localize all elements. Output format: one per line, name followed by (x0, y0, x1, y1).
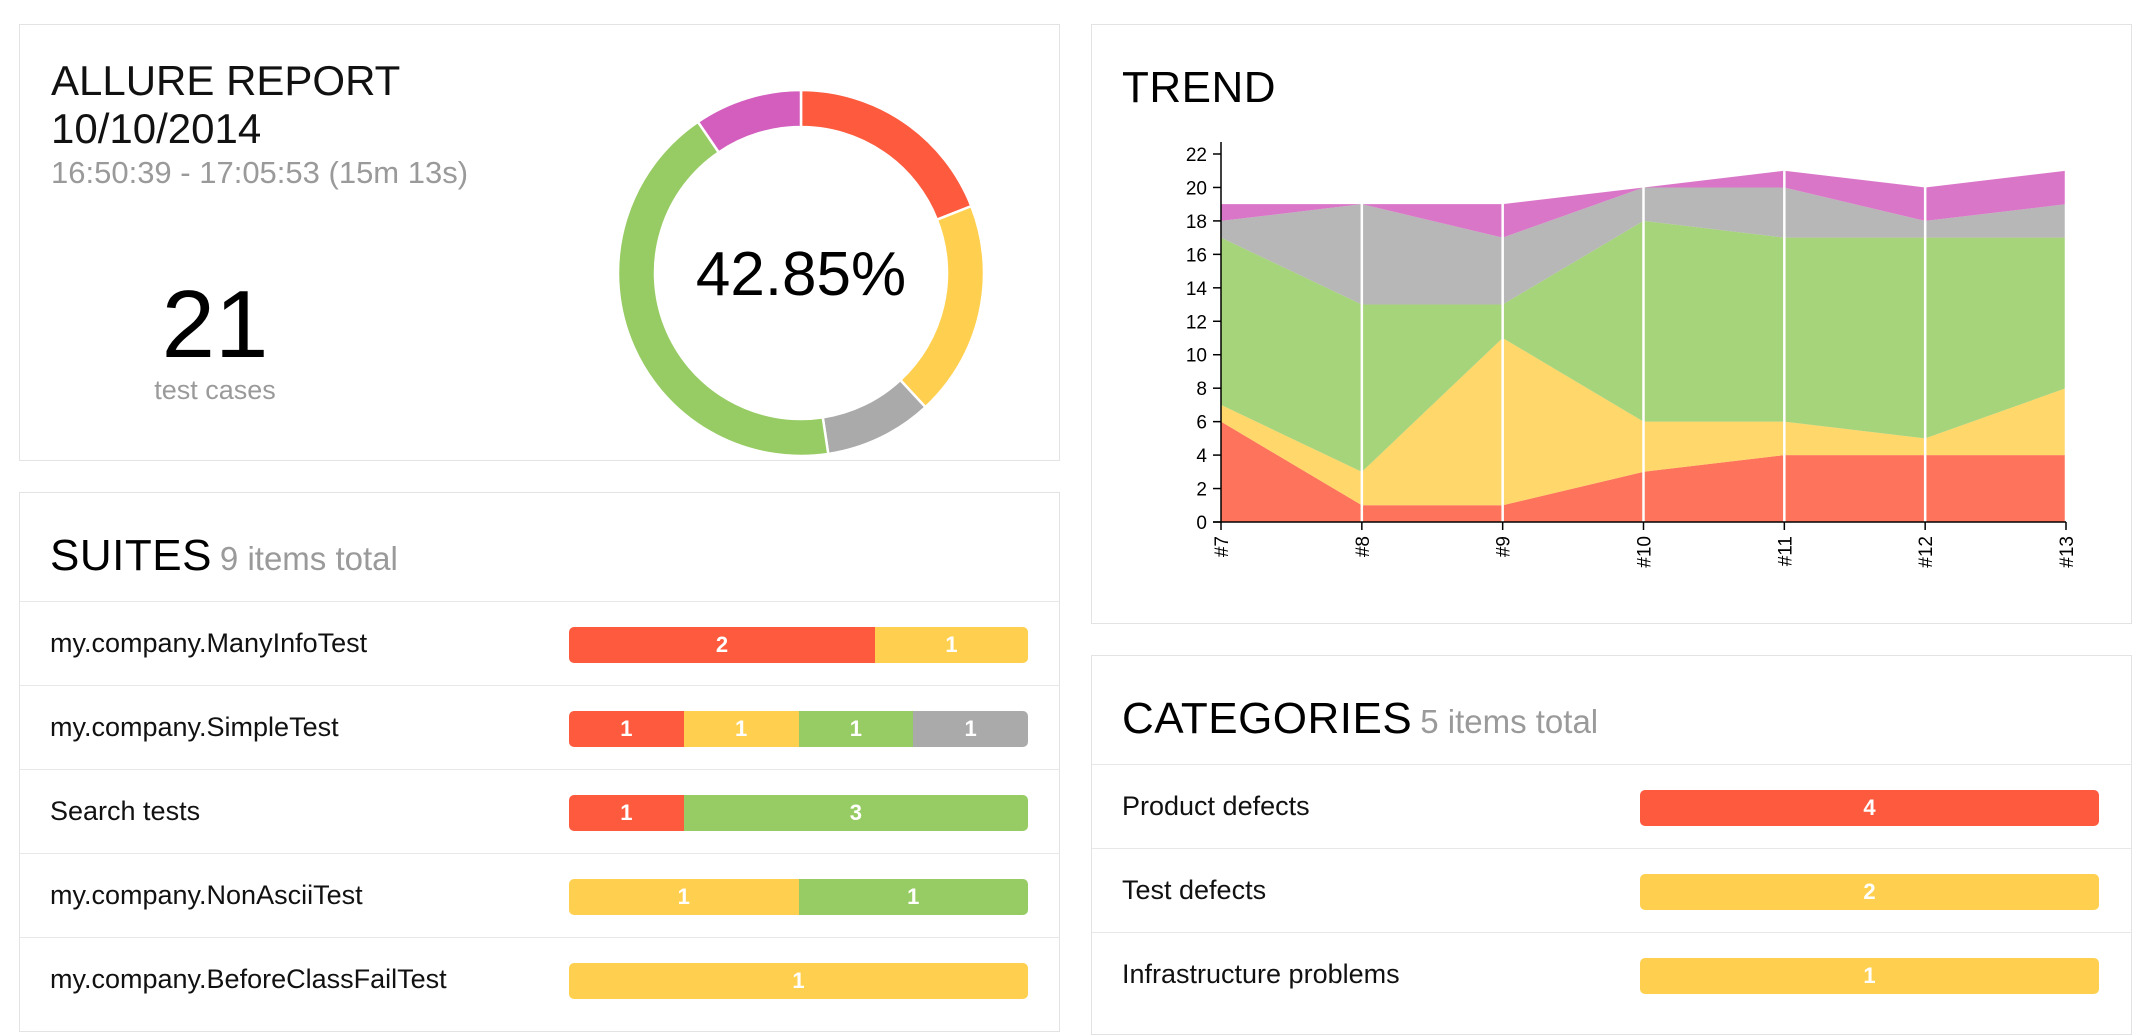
bar-segment-failed: 1 (569, 711, 684, 747)
trend-area-unknown[interactable] (1221, 170, 2066, 238)
trend-x-tick-label: #12 (1916, 536, 1937, 568)
trend-x-tick-label: #9 (1494, 536, 1515, 557)
trend-y-tick-label: 18 (1186, 212, 1207, 233)
bar-segment-failed: 1 (569, 795, 684, 831)
suites-header: SUITES 9 items total (50, 531, 398, 581)
category-status-bar: 4 (1640, 790, 2099, 826)
bar-segment-broken: 1 (569, 963, 1028, 999)
donut-slice-unknown[interactable] (696, 88, 803, 155)
trend-y-tick-label: 20 (1186, 178, 1207, 199)
trend-y-tick-label: 12 (1186, 312, 1207, 333)
suite-row[interactable]: Search tests 1 3 (20, 769, 1059, 853)
category-name: Test defects (1122, 875, 1267, 905)
suite-name: my.company.SimpleTest (50, 712, 339, 742)
bar-segment-passed: 3 (683, 795, 1028, 831)
trend-chart: 0 2 4 6 8 10 12 14 16 18 20 22 #7 #8 #9 #10 #11 #12 #13 (1186, 142, 2078, 568)
category-name: Product defects (1122, 791, 1310, 821)
trend-y-tick-label: 0 (1196, 513, 1207, 534)
suite-status-bar: 1 (569, 963, 1028, 999)
category-status-bar: 1 (1640, 958, 2099, 994)
trend-widget: TREND 0 2 4 6 8 10 12 14 16 18 20 22 #7 #8 #9 #10 #11 #12… (1091, 24, 2132, 624)
trend-x-tick-label: #7 (1212, 536, 1233, 557)
category-row[interactable]: Infrastructure problems 1 (1092, 932, 2131, 1016)
bar-segment-passed: 1 (798, 711, 914, 747)
categories-title: CATEGORIES (1122, 694, 1413, 743)
category-status-bar: 2 (1640, 874, 2099, 910)
bar-segment-broken: 1 (683, 711, 799, 747)
suites-widget: SUITES 9 items total my.company.ManyInfoT… (19, 492, 1060, 1032)
bar-segment-failed: 2 (569, 627, 875, 663)
trend-y-tick-label: 14 (1186, 279, 1208, 300)
category-row[interactable]: Test defects 2 (1092, 848, 2131, 932)
trend-y-tick-label: 2 (1196, 480, 1207, 501)
trend-x-tick-label: #10 (1635, 536, 1656, 568)
donut-slice-broken[interactable] (898, 204, 986, 409)
categories-widget: CATEGORIES 5 items total Product defects 4… (1091, 655, 2132, 1035)
trend-y-tick-label: 16 (1186, 245, 1207, 266)
trend-y-tick-label: 6 (1196, 413, 1207, 434)
suite-row[interactable]: my.company.BeforeClassFailTest 1 (20, 937, 1059, 1021)
success-rate-label: 42.85% (696, 240, 906, 309)
suite-name: Search tests (50, 796, 201, 826)
categories-total: 5 items total (1420, 703, 1599, 740)
trend-y-tick-label: 22 (1186, 145, 1207, 166)
trend-x-tick-label: #13 (2057, 536, 2078, 568)
trend-y-tick-label: 10 (1186, 346, 1207, 367)
bar-segment-broken: 1 (1640, 958, 2099, 994)
test-case-label: test cases (154, 375, 276, 405)
categories-header: CATEGORIES 5 items total (1122, 694, 1598, 744)
donut-slice-failed[interactable] (799, 88, 973, 222)
suite-row[interactable]: my.company.ManyInfoTest 2 1 (20, 601, 1059, 685)
report-time-range: 16:50:39 - 17:05:53 (15m 13s) (51, 155, 469, 190)
trend-y-tick-label: 4 (1196, 446, 1207, 467)
report-date: 10/10/2014 (51, 105, 262, 152)
test-case-count: 21 (161, 271, 269, 378)
suite-name: my.company.ManyInfoTest (50, 628, 368, 658)
bar-segment-skipped: 1 (913, 711, 1028, 747)
trend-x-tick-label: #8 (1353, 536, 1374, 557)
suite-row[interactable]: my.company.NonAsciiTest 1 1 (20, 853, 1059, 937)
bar-segment-failed: 4 (1640, 790, 2099, 826)
trend-title: TREND (1122, 63, 1277, 112)
trend-y-tick-label: 8 (1196, 379, 1207, 400)
status-donut-chart: 42.85% (616, 88, 986, 458)
donut-slice-skipped[interactable] (821, 378, 928, 456)
category-name: Infrastructure problems (1122, 959, 1400, 989)
category-row[interactable]: Product defects 4 (1092, 764, 2131, 848)
trend-x-tick-label: #11 (1775, 536, 1796, 566)
bar-segment-broken: 2 (1640, 874, 2099, 910)
trend-area-skipped[interactable] (1221, 187, 2066, 305)
bar-segment-broken: 1 (874, 627, 1028, 663)
report-title: ALLURE REPORT (51, 57, 401, 104)
suite-row[interactable]: my.company.SimpleTest 1 1 1 1 (20, 685, 1059, 769)
suites-total: 9 items total (219, 540, 398, 577)
bar-segment-passed: 1 (798, 879, 1028, 915)
suite-name: my.company.BeforeClassFailTest (50, 964, 447, 994)
bar-segment-broken: 1 (569, 879, 799, 915)
suite-name: my.company.NonAsciiTest (50, 880, 363, 910)
summary-widget: ALLURE REPORT 10/10/2014 16:50:39 - 17:0… (19, 24, 1060, 461)
suites-title: SUITES (50, 531, 212, 580)
